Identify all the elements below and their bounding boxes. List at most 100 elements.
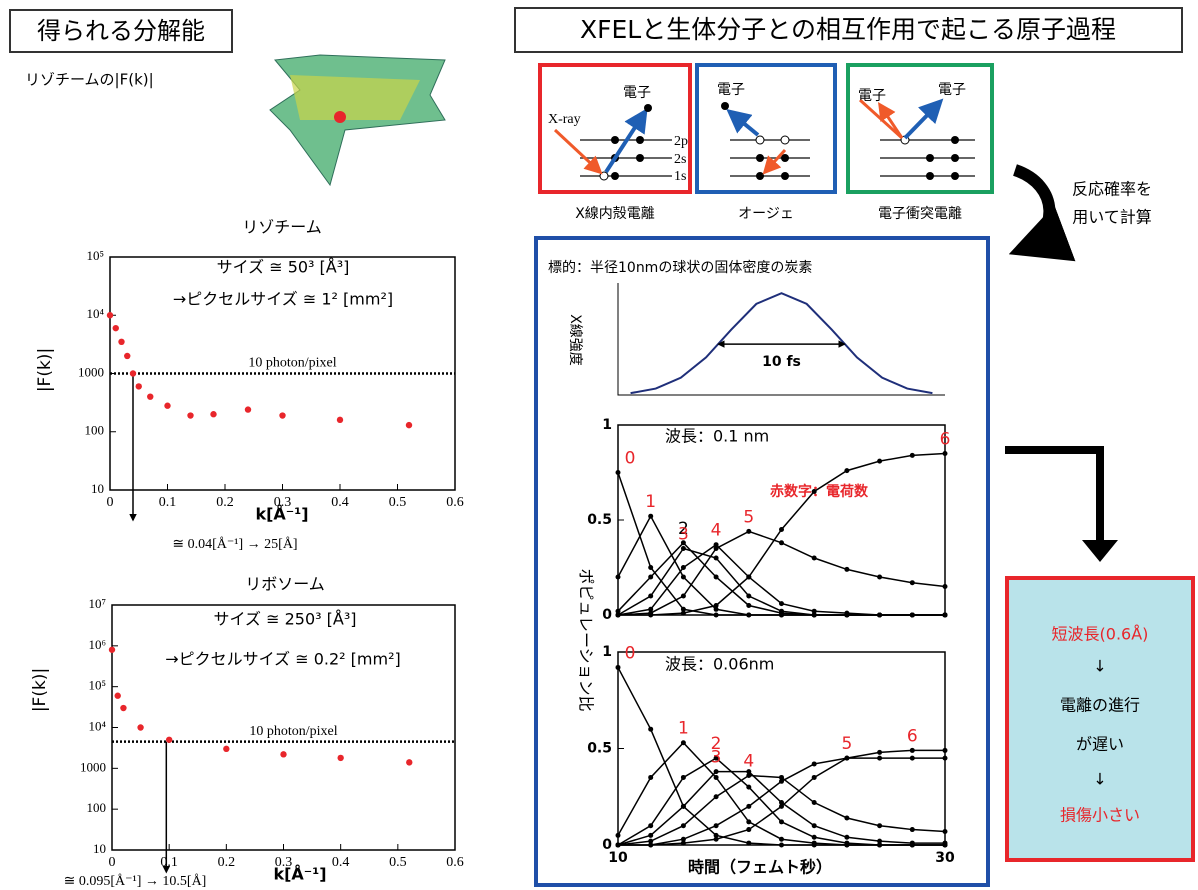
data-point [680,823,686,829]
data-point [909,827,915,833]
data-point [648,774,654,780]
series-line [630,292,933,395]
data-point [129,370,137,377]
y-tick-label: 0.5 [587,741,612,757]
y-tick-label: 1000 [78,364,104,379]
data-point [713,823,719,829]
series-label: 0 [625,449,636,469]
series-label: 1 [645,492,656,512]
data-point [779,527,784,532]
annotation: 波長：0.1 nm [665,427,769,446]
data-point [124,352,131,360]
data-point [713,603,719,608]
data-point [877,612,883,618]
result-line: が遅い [1076,735,1124,754]
data-point [811,612,817,618]
data-point [680,606,686,612]
data-point [844,840,850,846]
data-point [909,747,915,753]
curved-arrow [1008,164,1076,262]
data-point [713,769,719,775]
process-label: X線内殻電離 [575,205,655,222]
data-point [746,773,752,779]
data-point [680,774,686,780]
x-tick-label: 0.2 [218,855,236,870]
x-tick-label: 0 [107,495,114,510]
data-point [114,692,121,699]
data-point [680,836,686,842]
data-point [680,574,686,580]
pulse-axis-label: X線強度 [567,314,583,366]
data-point [137,724,144,731]
data-point [746,827,752,833]
data-point [280,751,287,758]
y-tick-label: 1 [602,644,612,660]
data-point [680,593,686,599]
data-point [746,612,752,618]
resolution-label: ≅ 0.095[Å⁻¹] → 10.5[Å] [64,873,207,889]
data-point [713,574,719,580]
data-point [648,726,654,732]
y-axis-label: |F(k)| [35,348,55,392]
data-point [120,704,127,712]
x-tick-label: 0.5 [389,855,407,870]
x-tick-label: 0.3 [275,855,293,870]
data-point [648,823,654,829]
data-point [811,608,817,614]
process-diagrams [538,63,994,194]
data-point [746,840,752,846]
method-note: 用いて計算 [1072,208,1152,227]
data-point [877,838,883,844]
data-point [135,383,142,390]
data-point [746,593,752,599]
data-point [147,393,154,400]
chart-title: リボソーム [245,575,325,594]
y-tick-label: 10 [93,841,106,856]
data-point [106,312,114,319]
annotation: →ピクセルサイズ ≅ 1² [mm²] [173,290,393,309]
x-tick-label: 0.3 [274,495,292,510]
data-point [615,664,621,670]
data-point [746,784,752,790]
data-point [844,566,850,572]
data-point [811,800,817,806]
data-point [648,593,654,599]
data-point [713,755,719,761]
resolution-label: ≅ 0.04[Å⁻¹] → 25[Å] [172,536,297,552]
level-label: 2p [674,134,688,149]
y-tick-label: 1000 [80,759,106,774]
data-point [811,840,817,846]
x-tick-label: 0 [109,855,116,870]
header-box [514,7,1183,53]
data-point [615,608,621,614]
data-point [779,608,784,614]
level-label: 1s [674,169,686,184]
data-point [713,832,719,838]
data-point [713,794,719,800]
data-point [680,565,686,570]
data-point [244,406,252,413]
data-point [615,470,621,475]
data-point [746,769,752,775]
data-point [844,468,850,474]
data-point [746,803,752,809]
y-tick-label: 10⁷ [88,596,106,611]
data-point [680,840,686,846]
result-line: 電離の進行 [1060,696,1140,715]
plot-frame [617,651,946,846]
data-point [909,612,915,618]
electron-label: 電子 [938,82,966,98]
data-point [746,819,752,825]
annotation: →ピクセルサイズ ≅ 0.2² [mm²] [165,650,401,669]
x-tick-label: 0.6 [446,495,464,510]
data-point [779,601,784,607]
series-label: 3 [711,748,722,768]
header-right: XFELと生体分子との相互作用で起こる原子過程 [580,15,1116,44]
x-axis-label: k[Å⁻¹] [255,505,308,524]
y-tick-label: 100 [87,800,107,815]
data-point [844,610,850,616]
header-left: 得られる分解能 [37,17,205,45]
y-axis-label: |F(k)| [30,668,50,712]
data-point [405,421,413,429]
